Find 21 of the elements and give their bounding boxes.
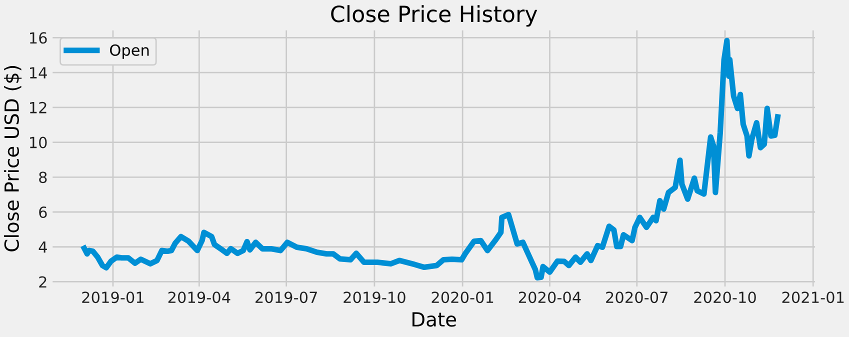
- x-tick-label: 2020-07: [606, 292, 668, 304]
- x-tick-label: 2019-07: [256, 292, 317, 304]
- x-tick-label: 2019-01: [82, 292, 144, 304]
- y-tick-label: 16: [30, 32, 47, 44]
- x-tick-label: 2019-04: [168, 292, 230, 304]
- x-tick-label: 2021-01: [782, 292, 844, 304]
- y-tick-label: 14: [30, 67, 47, 78]
- y-tick-label: 6: [39, 206, 47, 218]
- x-tick-label: 2019-10: [344, 292, 406, 304]
- y-tick-label: 12: [30, 102, 46, 114]
- x-tick-label: 2020-10: [694, 292, 756, 304]
- y-axis-title: Close Price USD ($): [4, 66, 22, 252]
- x-axis-title: Date: [412, 312, 456, 327]
- x-tick-label: 2020-04: [518, 292, 581, 304]
- y-tick-label: 10: [30, 136, 47, 148]
- chart-title: Close Price History: [331, 5, 538, 27]
- y-tick-label: 2: [39, 276, 46, 288]
- x-tick-label: 2020-01: [432, 292, 494, 304]
- y-tick-label: 8: [39, 172, 47, 184]
- legend-label: Open: [110, 44, 149, 59]
- y-tick-label: 4: [38, 242, 47, 253]
